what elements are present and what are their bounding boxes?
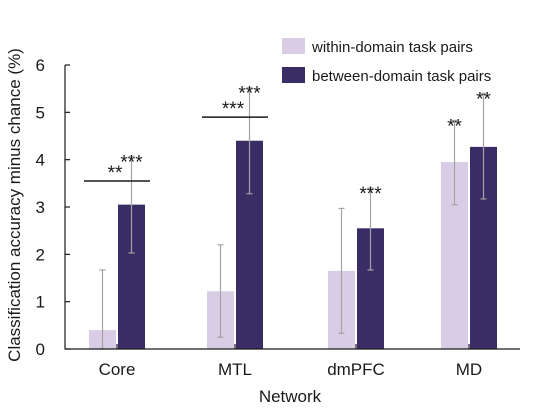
y-tick-label-0: 0: [36, 340, 45, 359]
bars-group: ******************: [84, 84, 497, 350]
legend-label-within: within-domain task pairs: [311, 39, 473, 56]
y-tick-label-2: 2: [36, 245, 45, 264]
y-tick-label-6: 6: [36, 56, 45, 75]
x-tick-label-core: Core: [99, 360, 136, 379]
legend: within-domain task pairs between-domain …: [282, 38, 491, 85]
errorbar-within-dmpfc: [338, 207, 345, 334]
y-tick-label-4: 4: [36, 151, 45, 170]
significance-between-md: **: [476, 89, 491, 110]
axes-group: 0 1 2 3 4 5 6 Core MTL dmPFC MD: [36, 56, 520, 379]
errorbar-within-md: [451, 119, 458, 206]
errorbar-between-md: [480, 92, 487, 200]
x-tick-label-mtl: MTL: [218, 360, 252, 379]
y-axis-title: Classification accuracy minus chance (%): [5, 48, 24, 362]
legend-swatch-between: [282, 67, 305, 83]
comparison-label-mtl: ***: [222, 99, 245, 120]
errorbar-within-mtl: [217, 244, 224, 338]
x-tick-label-dmpfc: dmPFC: [327, 360, 385, 379]
x-axis-title: Network: [259, 387, 322, 406]
y-tick-label-5: 5: [36, 103, 45, 122]
y-tick-label-3: 3: [36, 198, 45, 217]
significance-within-md: **: [447, 116, 462, 137]
significance-between-mtl: ***: [238, 84, 261, 105]
legend-swatch-within: [282, 38, 305, 54]
significance-between-dmpfc: ***: [359, 184, 382, 205]
comparison-label-core: **: [108, 163, 123, 184]
errorbar-between-core: [128, 155, 135, 254]
y-tick-label-1: 1: [36, 293, 45, 312]
significance-between-core: ***: [120, 152, 143, 173]
legend-label-between: between-domain task pairs: [312, 68, 491, 85]
errorbar-between-mtl: [246, 87, 253, 195]
errorbar-between-dmpfc: [367, 187, 374, 271]
x-tick-label-md: MD: [456, 360, 482, 379]
